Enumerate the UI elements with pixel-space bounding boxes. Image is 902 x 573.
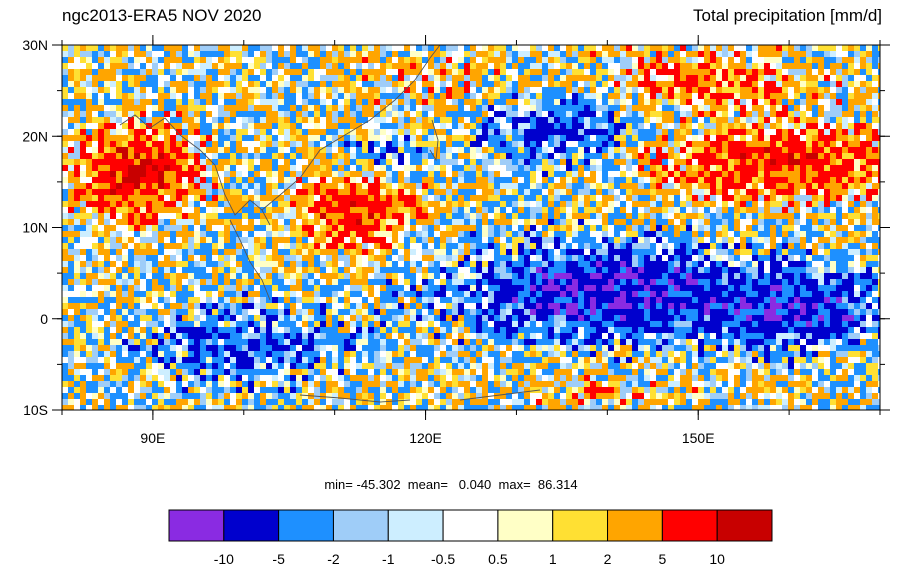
lat-tick-label: 10N [22,220,48,236]
colorbar-swatch [442,509,499,542]
colorbar-label: -5 [272,551,285,567]
stats-line: min= -45.302 mean= 0.040 max= 86.314 [324,477,578,492]
lon-tick-label: 150E [682,430,715,446]
colorbar-label: -1 [382,551,395,567]
colorbar-swatch [716,509,773,542]
axis-labels: 90E 120E 150E 30N 20N 10N 0 10S [22,37,714,446]
coastlines [119,45,541,403]
colorbar: -10 -5 -2 -1 -0.5 0.5 1 2 5 10 [168,509,773,567]
colorbar-label: -2 [327,551,340,567]
colorbar-swatch [607,509,663,542]
colorbar-swatch [497,509,554,542]
colorbar-swatch [661,509,718,542]
precipitation-field [62,45,880,410]
colorbar-label: 0.5 [488,551,508,567]
left-title: ngc2013-ERA5 NOV 2020 [62,6,262,25]
colorbar-label: 1 [549,551,557,567]
colorbar-swatch [223,509,280,542]
axis-ticks [52,35,890,420]
colorbar-swatch [278,509,334,542]
colorbar-swatch [552,509,609,542]
colorbar-label: 5 [658,551,666,567]
lon-tick-label: 120E [409,430,442,446]
colorbar-label: 2 [604,551,612,567]
lon-tick-label: 90E [140,430,165,446]
lat-tick-label: 20N [22,128,48,144]
colorbar-label: 10 [709,551,725,567]
lat-tick-label: 10S [23,402,48,418]
colorbar-label: -0.5 [431,551,455,567]
colorbar-label: -10 [214,551,234,567]
colorbar-swatch [332,509,389,542]
colorbar-swatch [168,509,225,542]
colorbar-swatch [387,509,444,542]
lat-tick-label: 30N [22,37,48,53]
lat-tick-label: 0 [40,311,48,327]
right-title: Total precipitation [mm/d] [693,6,882,25]
